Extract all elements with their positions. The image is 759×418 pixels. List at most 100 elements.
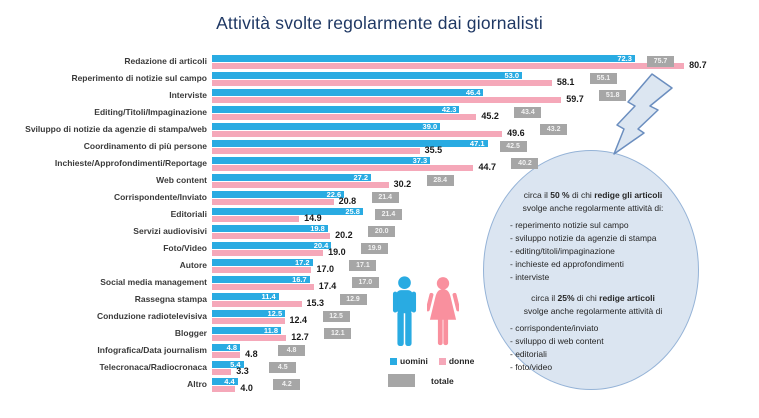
value-uomini: 47.1 — [469, 138, 485, 148]
bubble-heading-50pct: circa il 50 % di chi redige gli articoli — [510, 189, 676, 202]
bar-row: Editing/Titoli/Impaginazione 42.3 45.2 43.4 — [0, 104, 759, 121]
category-label: Rassegna stampa — [134, 294, 207, 304]
totale-box: 4.5 — [269, 362, 297, 373]
annotation-bubble: circa il 50 % di chi redige gli articoli… — [483, 150, 699, 390]
bar-donne — [212, 368, 232, 375]
value-uomini: 5.4 — [230, 359, 241, 369]
value-uomini: 4.8 — [226, 342, 238, 352]
bar-row: Servizi audiovisivi 19.8 20.2 20.0 — [0, 223, 759, 240]
category-label: Coordinamento di più persone — [83, 141, 207, 151]
value-uomini: 19.8 — [310, 223, 325, 233]
bubble-list-item: - sviluppo di web content — [510, 336, 604, 346]
category-label: Interviste — [169, 90, 207, 100]
bar-uomini: 20.4 — [212, 240, 332, 250]
bar-row: Foto/Video 20.4 19.0 19.9 — [0, 240, 759, 257]
bubble-list-50pct: - reperimento notizie sul campo - svilupp… — [510, 219, 676, 284]
value-uomini: 53.0 — [504, 70, 520, 80]
bar-donne — [212, 198, 334, 205]
totale-box: 20.0 — [368, 226, 396, 237]
value-donne: 17.4 — [318, 280, 337, 291]
bar-uomini: 46.4 — [212, 88, 484, 97]
legend-label-uomini: uomini — [400, 356, 428, 366]
value-uomini: 12.5 — [267, 308, 283, 318]
bar-uomini: 4.4 — [212, 376, 238, 386]
bar-donne — [212, 130, 503, 137]
bar-row: Reperimento di notizie sul campo 53.0 58.1… — [0, 70, 759, 87]
female-icon — [427, 277, 459, 346]
value-uomini: 4.4 — [224, 376, 235, 386]
bar-donne — [212, 385, 236, 392]
bar-donne — [212, 266, 312, 273]
bar-row: Social media management 16.7 17.4 17.0 — [0, 274, 759, 291]
bar-row: Conduzione radiotelevisiva 12.5 12.4 12.5 — [0, 308, 759, 325]
bar-row: Blogger 11.8 12.7 12.1 — [0, 325, 759, 342]
bar-donne — [212, 283, 314, 290]
category-label: Infografica/Data journalism — [97, 345, 207, 355]
bubble-list-item: - editing/titoli/impaginazione — [510, 246, 615, 256]
bar-uomini: 11.4 — [212, 291, 279, 301]
bar-uomini: 5.4 — [212, 359, 244, 369]
bar-uomini: 19.8 — [212, 223, 328, 233]
bar-donne — [212, 215, 300, 222]
bar-donne — [212, 62, 685, 69]
totale-box: 19.9 — [361, 243, 389, 254]
category-label: Autore — [179, 260, 207, 270]
bar-uomini: 22.6 — [212, 190, 345, 199]
value-donne: 20.8 — [338, 195, 357, 206]
male-icon — [392, 276, 417, 346]
value-uomini: 20.4 — [313, 240, 329, 250]
bar-uomini: 25.8 — [212, 207, 363, 216]
category-label: Inchieste/Approfondimenti/Reportage — [54, 158, 207, 168]
value-uomini: 16.7 — [292, 274, 307, 284]
bar-donne — [212, 232, 331, 239]
totale-box: 40.2 — [511, 158, 539, 169]
bar-row: Infografica/Data journalism 4.8 4.8 4.8 — [0, 342, 759, 359]
category-label: Conduzione radiotelevisiva — [96, 311, 207, 321]
value-uomini: 17.2 — [295, 257, 310, 267]
bar-donne — [212, 113, 477, 120]
totale-box: 12.9 — [339, 294, 367, 305]
value-donne: 30.2 — [393, 178, 412, 189]
bar-row: Inchieste/Approfondimenti/Reportage 37.3 4… — [0, 155, 759, 172]
bubble-heading-25pct: circa il 25% di chi redige articoli — [510, 292, 676, 305]
value-donne: 4.0 — [240, 382, 253, 393]
value-donne: 3.3 — [236, 365, 249, 376]
bar-uomini: 37.3 — [212, 156, 431, 165]
bubble-list-25pct: - corrispondente/inviato - sviluppo di we… — [510, 322, 676, 374]
totale-box: 17.0 — [351, 277, 379, 288]
bubble-subheading-50pct: svolge anche regolarmente attività di: — [522, 202, 664, 213]
bar-row: Sviluppo di notizie da agenzie di stampa… — [0, 121, 759, 138]
value-donne: 44.7 — [478, 161, 497, 172]
bar-row: Altro 4.4 4.0 4.2 — [0, 376, 759, 393]
totale-box: 21.4 — [371, 192, 399, 203]
totale-box: 28.4 — [426, 175, 454, 186]
bar-uomini: 53.0 — [212, 70, 523, 80]
gender-pictograms — [391, 276, 459, 346]
bubble-text-segment: di chi — [574, 293, 600, 303]
uomini-swatch-icon — [390, 357, 397, 365]
bar-uomini: 11.8 — [212, 326, 282, 335]
totale-swatch-icon — [388, 374, 415, 387]
bar-row: Coordinamento di più persone 47.1 35.5 42.5 — [0, 138, 759, 155]
legend-label-totale: totale — [431, 375, 454, 386]
bar-uomini: 27.2 — [212, 173, 372, 182]
value-uomini: 11.4 — [261, 291, 276, 301]
bubble-list-item: - sviluppo notizie da agenzie di stampa — [510, 233, 657, 243]
bubble-list-item: - editoriali — [510, 349, 547, 359]
category-label: Corrispondente/Inviato — [113, 192, 207, 202]
value-donne: 80.7 — [689, 59, 707, 70]
annotation-bubble-text: circa il 50 % di chi redige gli articoli… — [484, 151, 698, 374]
category-label: Servizi audiovisivi — [133, 226, 207, 236]
bubble-text-segment: 25% — [557, 293, 575, 303]
bar-donne — [212, 96, 562, 103]
value-donne: 4.8 — [245, 348, 258, 359]
bar-donne — [212, 351, 241, 358]
category-label: Altro — [187, 379, 207, 389]
value-donne: 20.2 — [335, 229, 353, 240]
totale-box: 12.1 — [324, 328, 352, 339]
value-uomini: 39.0 — [422, 121, 438, 131]
bar-row: Redazione di articoli 72.3 80.7 75.7 — [0, 53, 759, 70]
bubble-text-segment: di chi — [569, 190, 595, 200]
bar-row: Editoriali 25.8 14.9 21.4 — [0, 206, 759, 223]
